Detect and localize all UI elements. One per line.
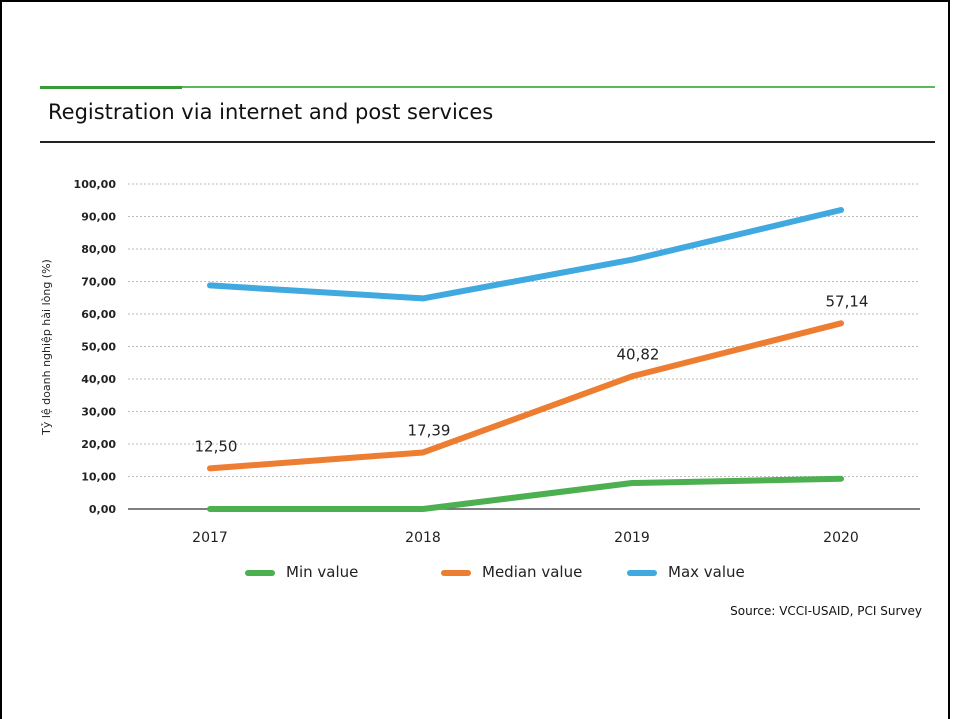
series-lines bbox=[210, 210, 841, 509]
legend-label: Max value bbox=[668, 563, 745, 581]
series-line bbox=[210, 323, 841, 468]
chart-legend: Min value Median value Max value bbox=[248, 563, 745, 581]
source-note: Source: VCCI-USAID, PCI Survey bbox=[730, 604, 922, 618]
legend-label: Min value bbox=[286, 563, 358, 581]
y-axis-ticks: 0,00 10,00 20,00 30,00 40,00 50,00 60,00 70,00 8… bbox=[74, 178, 117, 516]
y-tick-label: 10,00 bbox=[81, 471, 116, 484]
y-tick-label: 80,00 bbox=[81, 243, 116, 256]
y-axis-label: Tỷ lệ doanh nghiệp hài lòng (%) bbox=[40, 259, 53, 436]
x-tick-label: 2020 bbox=[823, 530, 859, 546]
y-tick-label: 20,00 bbox=[81, 438, 116, 451]
data-label: 17,39 bbox=[408, 421, 451, 439]
x-tick-label: 2019 bbox=[614, 530, 650, 546]
data-label: 57,14 bbox=[826, 292, 869, 310]
legend-label: Median value bbox=[482, 563, 582, 581]
y-tick-label: 100,00 bbox=[74, 178, 117, 191]
data-label: 12,50 bbox=[195, 437, 238, 455]
y-tick-label: 50,00 bbox=[81, 341, 116, 354]
x-tick-label: 2017 bbox=[192, 530, 228, 546]
data-label: 40,82 bbox=[617, 345, 660, 363]
y-tick-label: 70,00 bbox=[81, 276, 116, 289]
y-tick-label: 90,00 bbox=[81, 211, 116, 224]
series-line bbox=[210, 210, 841, 298]
y-tick-label: 40,00 bbox=[81, 373, 116, 386]
x-tick-label: 2018 bbox=[405, 530, 441, 546]
data-labels: 12,50 17,39 40,82 57,14 bbox=[195, 292, 869, 455]
y-tick-label: 0,00 bbox=[89, 503, 116, 516]
x-axis-ticks: 2017 2018 2019 2020 bbox=[192, 530, 859, 546]
y-tick-label: 30,00 bbox=[81, 406, 116, 419]
series-line bbox=[210, 479, 841, 509]
y-tick-label: 60,00 bbox=[81, 308, 116, 321]
chart-grid bbox=[128, 184, 920, 509]
